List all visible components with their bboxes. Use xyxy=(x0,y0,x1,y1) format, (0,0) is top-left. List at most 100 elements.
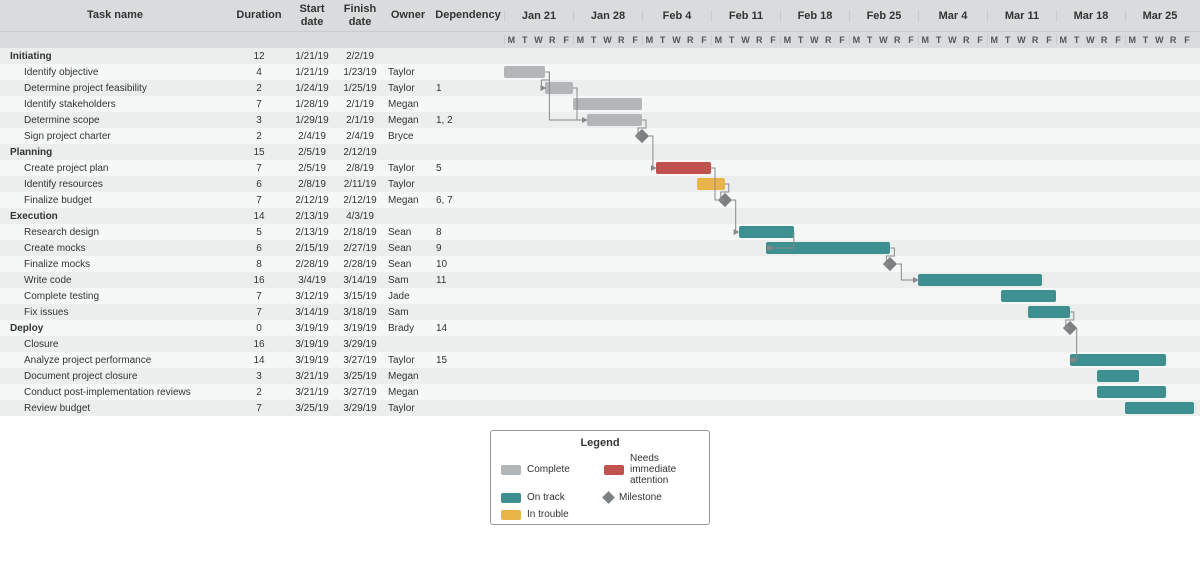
gantt-area xyxy=(504,384,1200,400)
day-header: T xyxy=(587,35,601,45)
day-header: M xyxy=(918,35,932,45)
task-duration: 7 xyxy=(230,401,288,416)
task-duration: 16 xyxy=(230,337,288,352)
task-name: Finalize mocks xyxy=(0,257,230,272)
task-owner: Sam xyxy=(384,305,432,320)
task-duration: 2 xyxy=(230,385,288,400)
col-header-owner: Owner xyxy=(384,5,432,25)
task-name: Review budget xyxy=(0,401,230,416)
milestone-icon xyxy=(1063,321,1077,335)
task-row: Create project plan72/5/192/8/19Taylor5 xyxy=(0,160,1200,176)
task-row: Fix issues73/14/193/18/19Sam xyxy=(0,304,1200,320)
col-header-duration: Duration xyxy=(230,5,288,25)
day-header: W xyxy=(601,35,615,45)
day-header: W xyxy=(670,35,684,45)
task-row: Identify stakeholders71/28/192/1/19Megan xyxy=(0,96,1200,112)
gantt-area xyxy=(504,256,1200,272)
task-start: 3/21/19 xyxy=(288,385,336,400)
task-name: Research design xyxy=(0,225,230,240)
task-dependency xyxy=(432,182,504,186)
task-name: Finalize budget xyxy=(0,193,230,208)
task-name: Execution xyxy=(0,209,230,224)
task-name: Closure xyxy=(0,337,230,352)
task-start: 1/29/19 xyxy=(288,113,336,128)
gantt-area xyxy=(504,336,1200,352)
task-finish: 2/4/19 xyxy=(336,129,384,144)
day-header: W xyxy=(877,35,891,45)
day-header: M xyxy=(573,35,587,45)
task-finish: 1/25/19 xyxy=(336,81,384,96)
task-owner: Sean xyxy=(384,257,432,272)
task-finish: 2/8/19 xyxy=(336,161,384,176)
gantt-area xyxy=(504,64,1200,80)
day-header: F xyxy=(559,35,573,45)
task-start: 3/14/19 xyxy=(288,305,336,320)
gantt-bar xyxy=(766,242,890,254)
legend-swatch xyxy=(501,510,521,520)
task-owner: Brady xyxy=(384,321,432,336)
day-header: F xyxy=(904,35,918,45)
day-header: R xyxy=(1028,35,1042,45)
task-row: Closure163/19/193/29/19 xyxy=(0,336,1200,352)
gantt-area xyxy=(504,288,1200,304)
task-row: Analyze project performance143/19/193/27… xyxy=(0,352,1200,368)
task-owner: Taylor xyxy=(384,161,432,176)
task-finish: 3/18/19 xyxy=(336,305,384,320)
day-header: F xyxy=(1180,35,1194,45)
task-duration: 7 xyxy=(230,305,288,320)
day-header: W xyxy=(946,35,960,45)
task-finish: 2/11/19 xyxy=(336,177,384,192)
task-row: Identify resources62/8/192/11/19Taylor xyxy=(0,176,1200,192)
task-finish: 1/23/19 xyxy=(336,65,384,80)
task-owner xyxy=(384,54,432,58)
gantt-area xyxy=(504,240,1200,256)
week-header: Feb 4 xyxy=(642,10,711,22)
gantt-bar xyxy=(587,114,642,126)
gantt-area xyxy=(504,352,1200,368)
task-name: Conduct post-implementation reviews xyxy=(0,385,230,400)
week-header: Mar 4 xyxy=(918,10,987,22)
week-header: Feb 11 xyxy=(711,10,780,22)
task-finish: 3/25/19 xyxy=(336,369,384,384)
gantt-area xyxy=(504,144,1200,160)
task-dependency xyxy=(432,102,504,106)
task-start: 3/19/19 xyxy=(288,321,336,336)
gantt-area xyxy=(504,96,1200,112)
day-header: F xyxy=(766,35,780,45)
week-header: Mar 11 xyxy=(987,10,1056,22)
task-owner: Sean xyxy=(384,241,432,256)
week-header: Jan 21 xyxy=(504,10,573,22)
day-header: M xyxy=(987,35,1001,45)
gantt-bar xyxy=(1125,402,1194,414)
day-header: F xyxy=(835,35,849,45)
task-dependency: 1 xyxy=(432,81,504,96)
gantt-bar xyxy=(504,66,545,78)
task-row: Initiating121/21/192/2/19 xyxy=(0,48,1200,64)
task-dependency xyxy=(432,406,504,410)
day-header: T xyxy=(932,35,946,45)
task-duration: 7 xyxy=(230,161,288,176)
day-header: M xyxy=(780,35,794,45)
legend-label: Needs immediate attention xyxy=(630,453,699,486)
task-finish: 2/2/19 xyxy=(336,49,384,64)
task-finish: 3/27/19 xyxy=(336,353,384,368)
gantt-bar xyxy=(545,82,573,94)
task-dependency xyxy=(432,134,504,138)
day-header: R xyxy=(821,35,835,45)
milestone-icon xyxy=(718,193,732,207)
day-header: W xyxy=(1152,35,1166,45)
gantt-area xyxy=(504,112,1200,128)
task-owner: Megan xyxy=(384,113,432,128)
day-header: W xyxy=(739,35,753,45)
task-name: Identify resources xyxy=(0,177,230,192)
gantt-area xyxy=(504,176,1200,192)
task-start: 2/8/19 xyxy=(288,177,336,192)
task-name: Document project closure xyxy=(0,369,230,384)
week-header: Mar 25 xyxy=(1125,10,1194,22)
task-dependency xyxy=(432,294,504,298)
task-dependency: 9 xyxy=(432,241,504,256)
day-header: F xyxy=(1042,35,1056,45)
day-header: R xyxy=(545,35,559,45)
day-header: T xyxy=(725,35,739,45)
task-dependency: 14 xyxy=(432,321,504,336)
